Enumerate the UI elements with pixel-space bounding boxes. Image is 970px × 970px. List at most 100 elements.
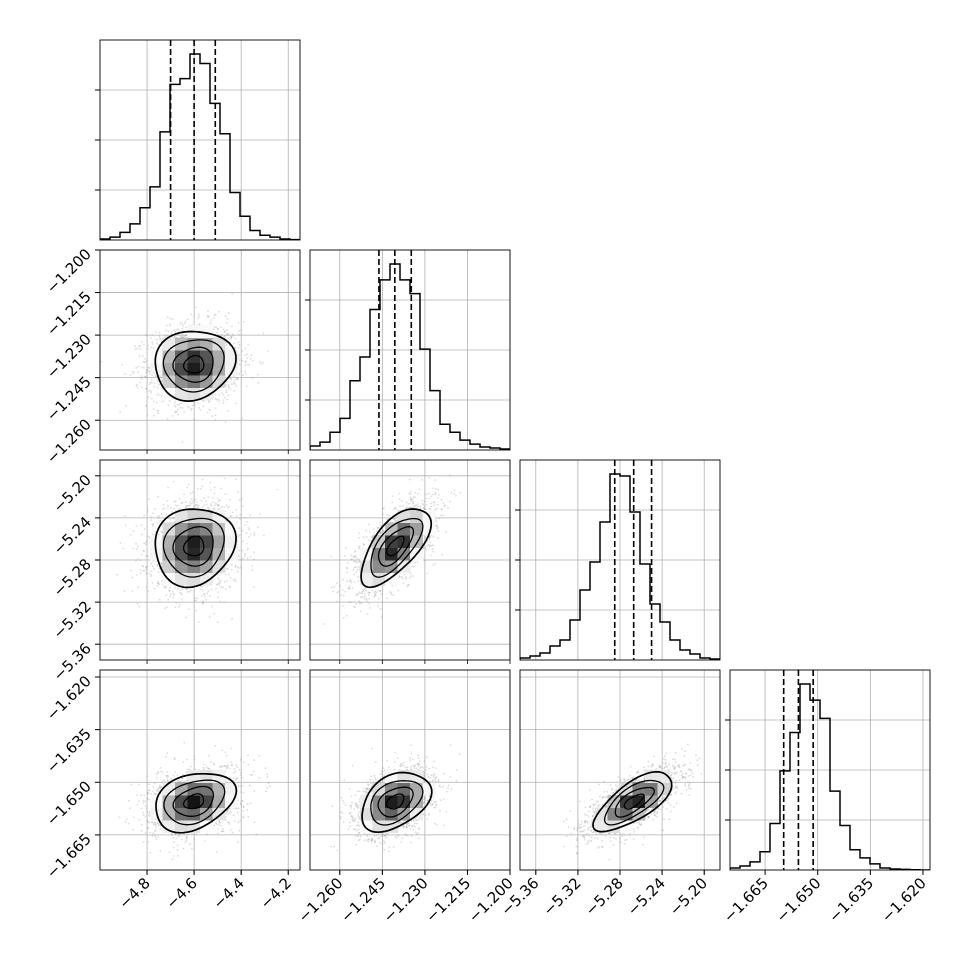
scatter-point — [141, 375, 143, 377]
scatter-point — [171, 415, 174, 417]
scatter-point — [408, 478, 411, 481]
scatter-point — [375, 530, 378, 533]
scatter-point — [182, 325, 185, 327]
scatter-point — [435, 524, 438, 527]
scatter-point — [181, 588, 184, 591]
scatter-point — [155, 331, 158, 333]
scatter-point — [185, 334, 188, 337]
scatter-point — [150, 570, 152, 573]
scatter-point — [406, 585, 409, 588]
scatter-point — [253, 586, 255, 588]
scatter-point — [342, 594, 345, 597]
scatter-point — [239, 517, 241, 520]
scatter-point — [184, 322, 186, 325]
scatter-point — [151, 343, 154, 345]
scatter-point — [180, 335, 183, 338]
scatter-point — [217, 504, 220, 507]
scatter-point — [412, 501, 415, 503]
density-cell — [175, 362, 188, 376]
scatter-point — [197, 313, 200, 316]
scatter-point — [217, 596, 219, 598]
scatter-point — [226, 567, 229, 570]
scatter-point — [213, 507, 216, 510]
contour-1 — [172, 346, 214, 383]
scatter-point — [360, 602, 363, 605]
scatter-point — [218, 400, 220, 402]
scatter-point — [181, 501, 184, 504]
scatter-point — [234, 346, 237, 349]
scatter-point — [164, 329, 167, 332]
scatter-point — [248, 528, 251, 531]
scatter-point — [190, 313, 193, 316]
scatter-point — [252, 360, 254, 362]
scatter-point — [348, 600, 351, 603]
scatter-point — [233, 342, 235, 345]
scatter-point — [132, 372, 135, 374]
scatter-point — [150, 379, 153, 381]
scatter-point — [238, 527, 241, 529]
scatter-point — [403, 573, 406, 576]
scatter-point — [119, 410, 122, 413]
scatter-point — [166, 316, 169, 318]
scatter-point — [225, 384, 228, 387]
scatter-point — [409, 506, 412, 509]
scatter-point — [230, 378, 233, 381]
scatter-point — [187, 590, 189, 593]
scatter-point — [147, 344, 150, 347]
scatter-point — [335, 600, 338, 603]
scatter-point — [143, 366, 145, 369]
scatter-point — [147, 366, 150, 369]
scatter-point — [146, 565, 149, 568]
scatter-point — [373, 532, 375, 535]
density-cell — [175, 337, 188, 351]
scatter-point — [149, 381, 152, 384]
scatter-point — [207, 315, 210, 318]
scatter-point — [135, 385, 138, 387]
scatter-point — [172, 517, 174, 519]
scatter-point — [177, 587, 179, 590]
scatter-point — [197, 317, 199, 320]
scatter-point — [359, 610, 362, 613]
histogram-2 — [520, 460, 720, 660]
scatter-point — [405, 576, 407, 578]
scatter-point — [223, 601, 225, 604]
scatter-point — [236, 520, 238, 523]
scatter-point — [350, 558, 353, 561]
scatter-point — [382, 507, 384, 510]
scatter-point — [230, 568, 233, 571]
scatter-point — [200, 499, 203, 502]
scatter-point — [233, 390, 235, 392]
scatter-point — [188, 406, 191, 409]
scatter-point — [197, 487, 199, 490]
scatter-point — [347, 587, 350, 590]
scatter-point — [226, 506, 229, 509]
scatter-point — [220, 487, 223, 490]
scatter-point — [390, 593, 393, 596]
scatter-point — [185, 588, 188, 591]
scatter-point — [348, 587, 351, 589]
density-cell — [200, 350, 213, 363]
scatter-point — [410, 500, 413, 502]
density-cell — [162, 560, 176, 573]
scatter-point — [140, 341, 143, 343]
scatter-point — [139, 376, 142, 379]
density-cell — [212, 350, 226, 363]
scatter-point — [348, 587, 350, 590]
scatter-point — [173, 404, 176, 407]
scatter-point — [215, 587, 217, 590]
scatter-point — [237, 378, 239, 381]
scatter-point — [369, 591, 371, 594]
scatter-point — [355, 571, 358, 574]
scatter-point — [147, 396, 150, 398]
scatter-point — [223, 335, 226, 337]
scatter-point — [436, 527, 439, 530]
scatter-point — [136, 557, 139, 560]
scatter-point — [173, 335, 176, 338]
scatter-point — [234, 378, 237, 381]
scatter-point — [157, 571, 160, 574]
scatter-point — [354, 606, 356, 609]
scatter-point — [215, 398, 218, 401]
scatter-point — [213, 612, 216, 615]
density-cell — [187, 547, 201, 561]
scatter-point — [217, 504, 219, 507]
